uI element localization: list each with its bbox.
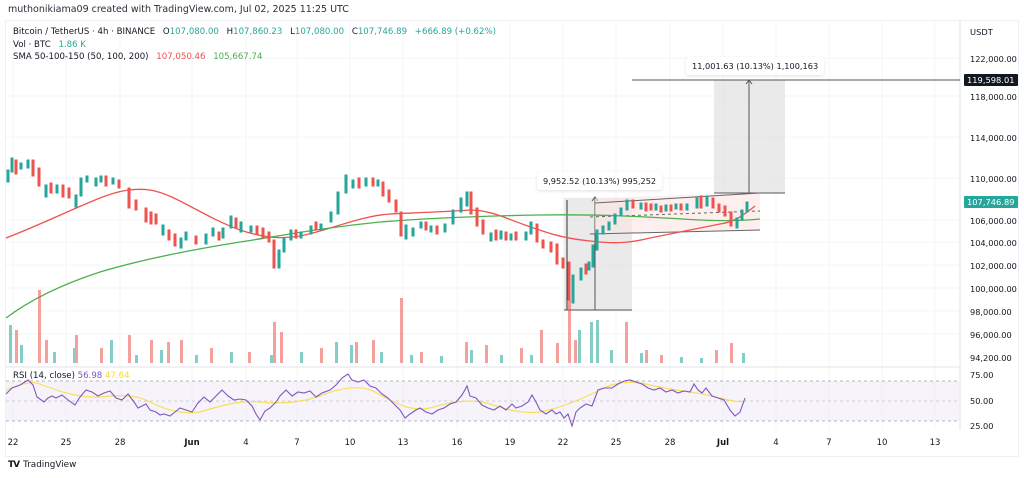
time-tick: 10 bbox=[344, 438, 356, 448]
time-tick: 13 bbox=[397, 438, 409, 448]
time-tick: 10 bbox=[876, 438, 888, 448]
time-tick: 25 bbox=[610, 438, 622, 448]
rsi-label[interactable]: RSI (14, close) bbox=[13, 371, 75, 381]
last-price-tag[interactable]: 107,746.89 bbox=[964, 196, 1018, 208]
time-tick-month: Jul bbox=[716, 438, 730, 448]
target-price-tag[interactable]: 119,598.01 bbox=[964, 74, 1018, 86]
time-tick: 16 bbox=[451, 438, 463, 448]
rsi-ma-value: 47.64 bbox=[105, 371, 130, 381]
high-value: 107,860.23 bbox=[233, 27, 283, 37]
chart-legend: Bitcoin / TetherUS · 4h · BINANCE O107,0… bbox=[13, 26, 496, 64]
rsi-line bbox=[5, 373, 746, 428]
volume-value: 1.86 K bbox=[58, 39, 86, 50]
time-tick: 22 bbox=[557, 438, 569, 448]
time-tick: 4 bbox=[773, 438, 779, 448]
tradingview-mark-icon: TV bbox=[8, 460, 20, 470]
change-value: +666.89 (+0.62%) bbox=[414, 27, 496, 37]
consolidation-channel[interactable] bbox=[595, 193, 760, 233]
brand-name: TradingView bbox=[23, 460, 77, 470]
open-value: 107,080.00 bbox=[169, 27, 219, 37]
measure-label-1[interactable]: 9,952.52 (10.13%) 995,252 bbox=[537, 172, 663, 190]
time-tick: 13 bbox=[929, 438, 941, 448]
volume-bars bbox=[9, 290, 745, 363]
sma-200-line bbox=[5, 214, 761, 319]
symbol-name[interactable]: Bitcoin / TetherUS · 4h · BINANCE bbox=[13, 27, 156, 37]
time-tick: 7 bbox=[294, 438, 300, 448]
symbol-row: Bitcoin / TetherUS · 4h · BINANCE O107,0… bbox=[13, 27, 496, 37]
rsi-legend: RSI (14, close) 56.98 47.64 bbox=[13, 371, 130, 381]
measure-label-2[interactable]: 11,001.63 (10.13%) 1,100,163 bbox=[686, 57, 825, 75]
time-tick: 22 bbox=[7, 438, 19, 448]
tradingview-logo[interactable]: TV TradingView bbox=[8, 460, 76, 470]
time-tick: 25 bbox=[60, 438, 72, 448]
close-value: 107,746.89 bbox=[357, 27, 408, 37]
low-value: 107,080.00 bbox=[294, 27, 345, 37]
sma-row: SMA 50-100-150 (50, 100, 200) 107,050.46… bbox=[13, 51, 496, 64]
grid-lines bbox=[6, 20, 960, 430]
chart-frame bbox=[5, 20, 1019, 457]
candlesticks bbox=[6, 157, 749, 304]
rsi-value: 56.98 bbox=[77, 371, 103, 381]
sma-label[interactable]: SMA 50-100-150 (50, 100, 200) bbox=[13, 52, 149, 63]
currency-label[interactable]: USDT bbox=[970, 27, 993, 37]
sma-200-value: 105,667.74 bbox=[213, 52, 263, 63]
volume-row: Vol · BTC 1.86 K bbox=[13, 39, 496, 52]
volume-label[interactable]: Vol · BTC bbox=[13, 39, 51, 50]
time-tick: 7 bbox=[826, 438, 832, 448]
time-tick: 4 bbox=[243, 438, 249, 448]
time-tick: 28 bbox=[114, 438, 126, 448]
time-tick: 28 bbox=[664, 438, 676, 448]
chart-credit: muthonikiama09 created with TradingView.… bbox=[8, 4, 349, 15]
sma-50-value: 107,050.46 bbox=[156, 52, 206, 63]
time-tick: 19 bbox=[504, 438, 516, 448]
time-tick-month: Jun bbox=[184, 438, 200, 448]
